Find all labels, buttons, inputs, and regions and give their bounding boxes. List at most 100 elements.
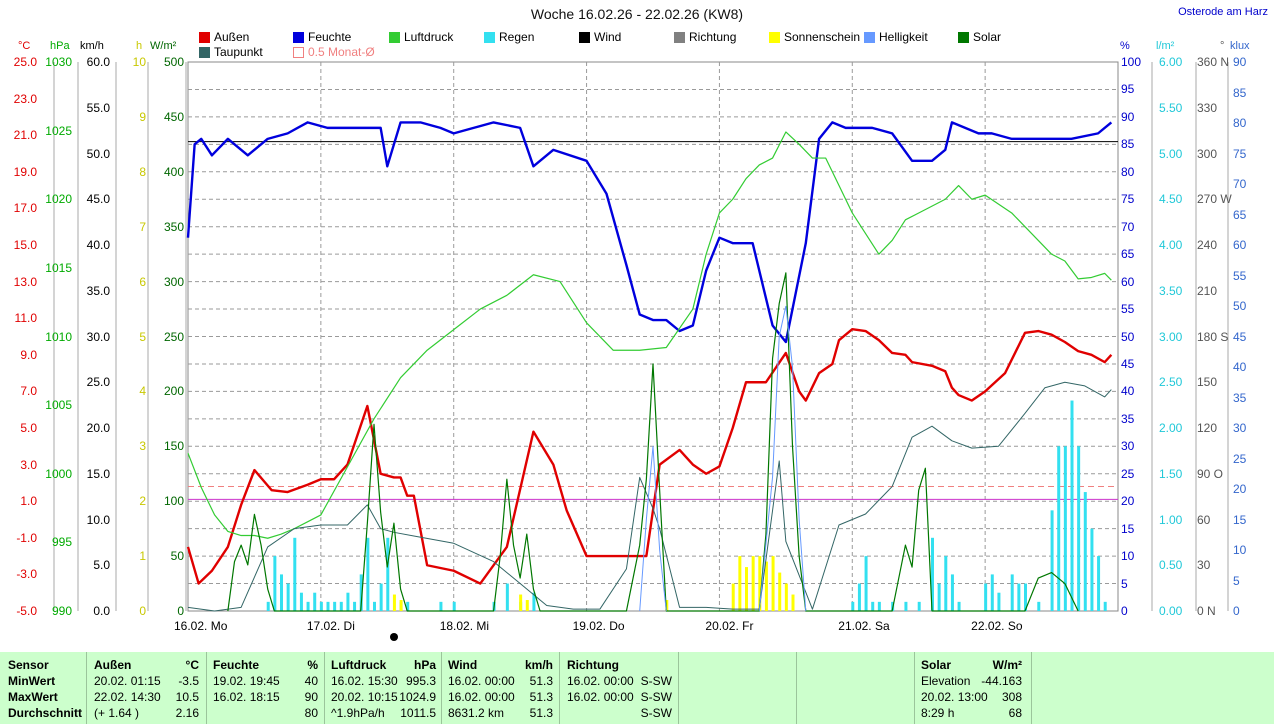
axis-tick-label: 1000 [45,466,72,481]
axis-tick-label: 20 [1121,494,1135,509]
table-cell: 8:29 h [921,706,955,720]
table-cell: 51.3 [529,706,553,720]
rain-bar [299,592,303,611]
legend-label: Helligkeit [879,30,928,44]
rain-bar [406,601,410,611]
sunshine-bar [751,556,755,611]
axis-tick-label: 350 [163,219,184,234]
axis-tick-label: 4 [139,384,146,399]
table-divider [324,652,325,724]
axis-tick-label: 90 [1233,55,1247,69]
table-cell: 8631.2 km [448,706,505,720]
axis-tick-label: 9.0 [20,347,37,362]
rain-bar [1037,601,1041,611]
legend-item: Richtung [674,30,736,44]
rain-bar [505,583,509,611]
x-axis-label: 21.02. Sa [838,619,890,633]
table-cell: 51.3 [529,690,553,704]
axis-tick-label: 55 [1121,302,1135,317]
legend-swatch [389,31,400,43]
legend-swatch [199,31,210,43]
axis-tick-label: 100 [163,494,184,509]
series-line-taupunkt [187,381,1112,612]
axis-tick-label: 1.00 [1159,512,1183,527]
table-cell: % [307,658,318,672]
axis-tick-label: 70 [1121,219,1135,234]
axis-tick-label: 30 [1197,558,1211,573]
axis-tick-label: 10 [132,55,146,69]
series-line-helligkeit [758,305,807,612]
table-divider [86,652,87,724]
axis-tick-label: 5.00 [1159,146,1183,161]
axis-tick-label: 120 [1197,421,1218,435]
axis-tick-label: 0 [139,604,146,618]
rain-bar [286,583,290,611]
axis-tick-label: 990 [51,604,72,618]
axis-tick-label: 0.50 [1159,558,1183,573]
axis-tick-label: 3.50 [1159,283,1183,298]
table-cell: Außen [94,658,132,672]
axis-tick-label: 250 [163,329,184,344]
table-cell: S-SW [640,690,672,704]
table-cell: 22.02. 14:30 [94,690,161,704]
axis-tick-label: 85 [1121,137,1135,152]
axis-tick-label: 60 [1121,274,1135,289]
axis-tick-label: 0.00 [1159,604,1183,618]
table-cell: Solar [921,658,952,672]
axis-tick-label: 0 [177,604,184,618]
series-line-auen [186,327,1113,585]
rain-bar [306,601,310,611]
legend-swatch [579,31,590,43]
table-divider [441,652,442,724]
axis-tick-label: 19.0 [13,164,37,179]
axis-tick-label: 1020 [45,192,72,207]
table-cell: Elevation [921,674,971,688]
rain-bar [373,601,376,611]
axis-tick-label: 330 [1197,100,1218,115]
legend-item: Taupunkt [199,45,263,59]
axis-unit-label: h [136,40,143,52]
axis-tick-label: 5.50 [1159,100,1183,115]
series-line-solar [227,272,1079,612]
axis-tick-label: 15.0 [13,238,37,252]
axis-tick-label: 1 [139,549,146,564]
table-cell: 1011.5 [400,706,436,720]
rain-bar [877,601,881,611]
rain-bar [871,601,875,611]
table-cell: 16.02. 15:30 [331,674,398,688]
rain-bar [386,537,390,611]
axis-tick-label: 5.0 [93,558,110,573]
table-cell: MinWert [8,674,56,688]
axis-tick-label: 11.0 [14,311,37,326]
table-cell: 2.16 [175,706,199,720]
table-cell: 1024.9 [399,690,436,704]
axis-tick-label: 25.0 [13,55,37,69]
axis-tick-label: 40 [1233,360,1247,374]
rain-bar [280,574,283,611]
axis-tick-label: 40.0 [86,238,110,252]
legend-label: 0.5 Monat-Ø [308,45,375,59]
axis-tick-label: 75 [1121,192,1135,207]
axis-tick-label: 450 [163,109,184,124]
rain-bar [293,537,297,611]
x-axis-label: 19.02. Do [572,619,625,633]
axis-tick-label: 45.0 [86,192,110,207]
axis-tick-label: 300 [1197,146,1218,161]
axis-tick-label: 6 [139,274,146,289]
legend-label: Wind [594,30,622,44]
axis-tick-label: 60 [1233,238,1247,252]
axis-tick-label: 50 [1121,329,1135,344]
axis-tick-label: 240 [1197,238,1218,252]
axis-tick-label: 95 [1121,82,1135,97]
rain-bar [990,574,994,611]
table-cell: Luftdruck [331,658,387,672]
sunshine-bar [519,594,523,611]
axis-tick-label: 360 N [1197,55,1230,69]
table-cell: -44.163 [981,674,1022,688]
rain-bar [353,601,357,611]
table-cell: 40 [304,674,318,688]
axis-unit-label: l/m² [1156,40,1175,52]
axis-tick-label: 50 [170,549,184,564]
table-cell: 90 [304,690,318,704]
axis-tick-label: 21.0 [13,128,37,143]
